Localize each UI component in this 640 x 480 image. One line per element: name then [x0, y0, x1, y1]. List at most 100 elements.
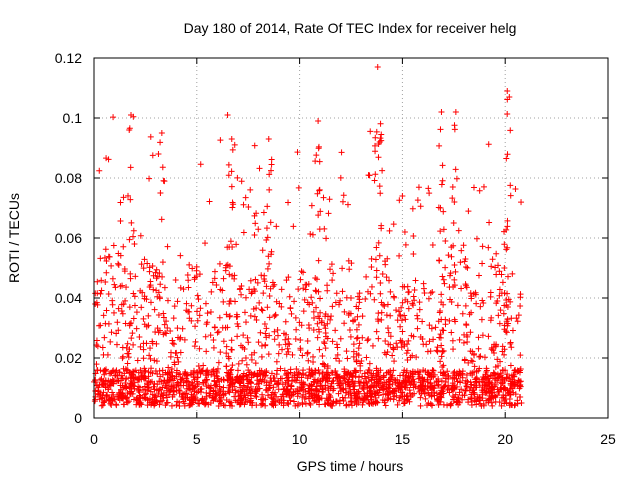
- data-point: [111, 281, 118, 288]
- x-tick-label: 0: [90, 431, 98, 447]
- data-point: [150, 383, 157, 390]
- data-point: [126, 236, 133, 243]
- data-point: [190, 385, 197, 392]
- peak-point: [128, 112, 135, 118]
- data-point: [216, 260, 223, 267]
- data-point: [390, 346, 397, 353]
- data-point: [363, 273, 370, 280]
- data-point: [233, 313, 240, 320]
- data-point: [450, 374, 457, 381]
- data-point: [345, 381, 352, 388]
- data-point: [467, 329, 474, 336]
- data-point: [515, 312, 522, 319]
- data-point: [492, 343, 499, 350]
- data-point: [135, 387, 142, 394]
- data-point: [308, 202, 315, 209]
- data-point: [315, 367, 322, 374]
- data-point: [97, 391, 104, 398]
- data-point: [390, 367, 397, 374]
- data-point: [439, 162, 446, 169]
- data-point: [171, 341, 178, 348]
- data-point: [382, 402, 389, 409]
- data-point: [440, 226, 447, 233]
- data-point: [312, 158, 319, 165]
- data-point: [465, 359, 472, 366]
- data-point: [452, 318, 459, 325]
- data-point: [436, 142, 443, 149]
- data-point: [119, 353, 126, 360]
- data-point: [147, 133, 154, 140]
- data-point: [350, 341, 357, 348]
- data-point: [225, 172, 232, 179]
- data-point: [363, 354, 370, 361]
- data-point: [341, 368, 348, 375]
- data-point: [468, 381, 475, 388]
- data-point: [119, 355, 126, 362]
- data-point: [357, 362, 364, 369]
- data-point: [120, 194, 127, 201]
- data-point: [475, 334, 482, 341]
- data-point: [232, 377, 239, 384]
- data-point: [387, 333, 394, 340]
- data-point: [411, 297, 418, 304]
- data-point: [150, 400, 157, 407]
- data-point: [417, 382, 424, 389]
- data-point: [140, 315, 147, 322]
- data-point: [401, 312, 408, 319]
- data-point: [170, 315, 177, 322]
- data-point: [286, 341, 293, 348]
- data-point: [193, 389, 200, 396]
- data-point: [449, 184, 456, 191]
- data-point: [133, 325, 140, 332]
- data-point: [383, 369, 390, 376]
- data-point: [375, 392, 382, 399]
- data-point: [228, 337, 235, 344]
- data-point: [383, 351, 390, 358]
- data-point: [130, 315, 137, 322]
- data-point: [463, 371, 470, 378]
- data-point: [174, 354, 181, 361]
- data-point: [437, 358, 444, 365]
- data-point: [243, 372, 250, 379]
- data-point: [459, 310, 466, 317]
- data-point: [313, 276, 320, 283]
- data-points: [91, 64, 525, 409]
- data-point: [417, 394, 424, 401]
- data-point: [428, 325, 435, 332]
- data-point: [214, 329, 221, 336]
- data-point: [244, 384, 251, 391]
- data-point: [361, 390, 368, 397]
- data-point: [210, 388, 217, 395]
- data-point: [217, 137, 224, 144]
- data-point: [102, 368, 109, 375]
- data-point: [173, 380, 180, 387]
- data-point: [160, 331, 167, 338]
- data-point: [228, 366, 235, 373]
- data-point: [315, 257, 322, 264]
- data-point: [471, 363, 478, 370]
- data-point: [513, 315, 520, 322]
- data-point: [167, 327, 174, 334]
- data-point: [311, 376, 318, 383]
- data-point: [168, 349, 175, 356]
- data-point: [387, 395, 394, 402]
- data-point: [452, 268, 459, 275]
- data-point: [231, 393, 238, 400]
- data-point: [503, 329, 510, 336]
- data-point: [475, 345, 482, 352]
- data-point: [245, 339, 252, 346]
- data-point: [353, 395, 360, 402]
- data-point: [220, 298, 227, 305]
- data-point: [432, 324, 439, 331]
- data-point: [154, 370, 161, 377]
- data-point: [461, 331, 468, 338]
- data-point: [240, 201, 247, 208]
- data-point: [107, 338, 114, 345]
- data-point: [463, 383, 470, 390]
- data-point: [196, 271, 203, 278]
- data-point: [509, 327, 516, 334]
- data-point: [458, 247, 465, 254]
- y-tick-label: 0.04: [55, 290, 82, 306]
- data-point: [468, 309, 475, 316]
- data-point: [377, 120, 384, 127]
